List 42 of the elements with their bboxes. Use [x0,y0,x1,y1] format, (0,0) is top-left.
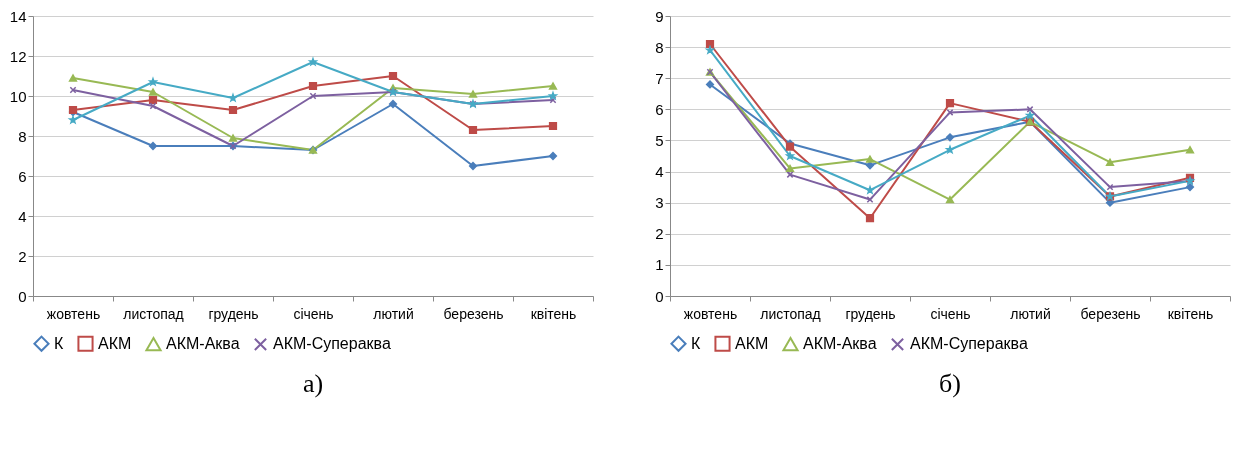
y-tick-label: 2 [18,247,27,265]
x-tick-label: березень [443,305,504,322]
legend-label: АКМ-Супераква [910,335,1028,353]
x-tick-label: листопад [760,305,821,322]
x-tick-label: березень [1080,305,1141,322]
x-tick-label: січень [293,305,334,322]
y-tick-label: 3 [655,194,664,212]
y-tick-label: 2 [655,225,664,243]
y-tick-label: 10 [9,87,27,105]
y-tick-label: 4 [655,163,664,181]
y-tick-label: 14 [9,7,27,25]
y-tick-label: 7 [655,69,664,87]
y-tick-label: 0 [18,287,27,305]
y-tick-label: 0 [655,287,664,305]
y-tick-label: 5 [655,131,664,149]
legend-label: АКМ [735,334,769,352]
x-tick-label: квітень [1167,305,1214,322]
legend-label: АКМ-Супераква [273,335,391,353]
x-tick-label: жовтень [46,305,101,322]
x-tick-label: жовтень [683,305,738,322]
y-tick-label: 6 [655,100,664,118]
y-tick-label: 4 [18,207,27,225]
y-tick-label: 8 [18,127,27,145]
x-tick-label: лютий [1010,305,1051,322]
legend-label: АКМ-Аква [803,335,877,353]
legend-label: К [54,334,64,352]
x-tick-label: лютий [373,305,414,322]
y-tick-label: 6 [18,167,27,185]
text: б) [939,369,961,398]
x-tick-label: січень [930,305,971,322]
legend-label: АКМ [98,334,132,352]
y-tick-label: 8 [655,38,664,56]
y-tick-label: 1 [655,256,664,274]
x-tick-label: грудень [208,305,259,322]
text: а) [302,369,324,398]
x-tick-label: квітень [530,305,577,322]
y-tick-label: 9 [655,7,664,25]
x-tick-label: грудень [845,305,896,322]
y-tick-label: 12 [9,47,27,65]
x-tick-label: листопад [123,305,184,322]
legend-label: К [691,334,701,352]
legend-label: АКМ-Аква [166,335,240,353]
